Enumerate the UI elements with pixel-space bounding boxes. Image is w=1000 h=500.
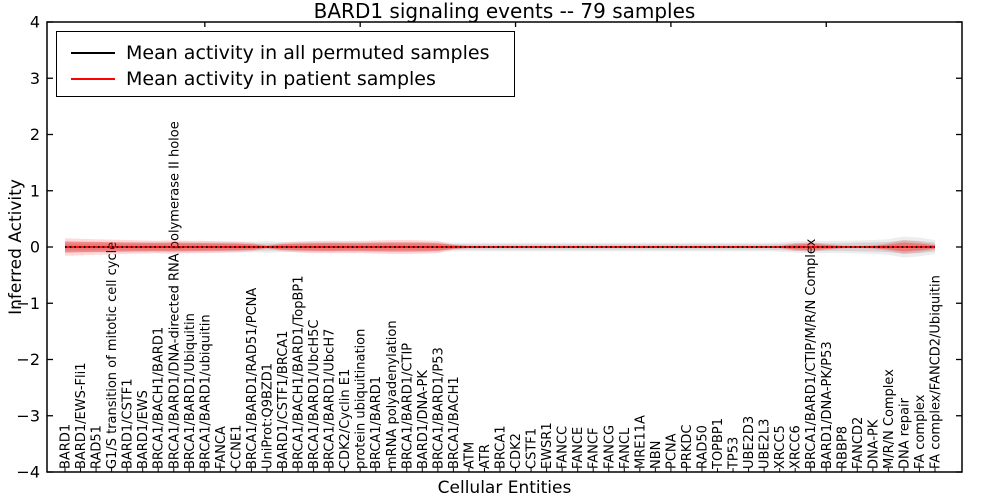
svg-text:FANCC: FANCC [556, 426, 571, 469]
svg-text:MRE11A: MRE11A [633, 415, 648, 469]
svg-text:−4: −4 [16, 463, 40, 482]
svg-text:BRCA1/BARD1/Ubiquitin: BRCA1/BARD1/Ubiquitin [183, 313, 198, 469]
svg-text:2: 2 [30, 125, 40, 144]
svg-text:1: 1 [30, 181, 40, 200]
svg-text:M/R/N Complex: M/R/N Complex [882, 369, 897, 469]
svg-text:BRCA1/BARD1/CTIP/M/R/N Complex: BRCA1/BARD1/CTIP/M/R/N Complex [804, 238, 819, 469]
svg-text:FANCA: FANCA [214, 426, 229, 469]
svg-text:CDK2: CDK2 [509, 433, 524, 469]
svg-text:FA complex: FA complex [913, 394, 928, 469]
svg-text:mRNA polyadenylation: mRNA polyadenylation [385, 320, 400, 469]
svg-text:BARD1/DNA-PK/P53: BARD1/DNA-PK/P53 [820, 341, 835, 469]
svg-text:BRCA1/BARD1/ubiquitin: BRCA1/BARD1/ubiquitin [198, 314, 213, 469]
svg-text:DNA-PK: DNA-PK [866, 419, 881, 469]
svg-text:TP53: TP53 [727, 437, 742, 470]
x-axis-label: Cellular Entities [437, 478, 572, 498]
svg-text:EWSR1: EWSR1 [540, 422, 555, 469]
svg-text:FA complex/FANCD2/Ubiquitin: FA complex/FANCD2/Ubiquitin [929, 275, 944, 469]
svg-text:UniProt:Q9BZD1: UniProt:Q9BZD1 [260, 363, 275, 469]
svg-text:BRCA1/BACH1/BARD1: BRCA1/BACH1/BARD1 [152, 327, 167, 469]
svg-text:BRCA1/BARD1/UbcH5C: BRCA1/BARD1/UbcH5C [307, 320, 322, 469]
y-axis-label: Inferred Activity [6, 179, 26, 315]
svg-text:BARD1/DNA-PK: BARD1/DNA-PK [416, 370, 431, 469]
svg-text:TOPBP1: TOPBP1 [711, 418, 726, 470]
svg-text:CSTF1: CSTF1 [525, 428, 540, 469]
svg-text:DNA repair: DNA repair [897, 397, 912, 469]
svg-text:NBN: NBN [649, 441, 664, 469]
svg-text:UBE2L3: UBE2L3 [758, 419, 773, 469]
svg-text:BRCA1/BARD1/P53: BRCA1/BARD1/P53 [431, 347, 446, 469]
svg-text:PRKDC: PRKDC [680, 425, 695, 469]
svg-text:−2: −2 [16, 350, 40, 369]
svg-text:FANCL: FANCL [618, 427, 633, 469]
svg-text:BARD1/CSTF1/BRCA1: BARD1/CSTF1/BRCA1 [276, 331, 291, 469]
svg-text:FANCF: FANCF [587, 428, 602, 469]
svg-text:−1: −1 [16, 294, 40, 313]
svg-text:protein ubiquitination: protein ubiquitination [354, 329, 369, 469]
svg-text:BRCA1/BACH1: BRCA1/BACH1 [447, 376, 462, 469]
svg-text:ATM: ATM [462, 442, 477, 469]
svg-text:BRCA1/BARD1: BRCA1/BARD1 [369, 376, 384, 469]
svg-text:FANCG: FANCG [602, 425, 617, 469]
chart-title: BARD1 signaling events -- 79 samples [313, 0, 696, 23]
svg-text:3: 3 [30, 69, 40, 88]
svg-text:CCNE1: CCNE1 [229, 425, 244, 469]
svg-text:−3: −3 [16, 406, 40, 425]
svg-text:BRCA1/BARD1/CTIP: BRCA1/BARD1/CTIP [400, 343, 415, 469]
svg-text:4: 4 [30, 13, 40, 32]
svg-text:BRCA1/BARD1/RAD51/PCNA: BRCA1/BARD1/RAD51/PCNA [245, 288, 260, 469]
svg-text:RAD51: RAD51 [90, 425, 105, 469]
svg-text:ATR: ATR [478, 444, 493, 469]
svg-text:BRCA1: BRCA1 [494, 425, 509, 469]
svg-text:PCNA: PCNA [664, 433, 679, 469]
svg-text:XRCC5: XRCC5 [773, 425, 788, 469]
legend-line-patient [71, 78, 115, 80]
svg-text:0: 0 [30, 238, 40, 257]
legend: Mean activity in all permuted samples Me… [56, 31, 515, 97]
svg-text:BRCA1/BARD1/DNA-directed RNA p: BRCA1/BARD1/DNA-directed RNA polymerase … [167, 121, 182, 469]
svg-text:BRCA1/BARD1/UbcH7: BRCA1/BARD1/UbcH7 [323, 329, 338, 469]
svg-text:BARD1/EWS-Fli1: BARD1/EWS-Fli1 [74, 363, 89, 470]
svg-text:CDK2/Cyclin E1: CDK2/Cyclin E1 [338, 369, 353, 469]
legend-line-permuted [71, 52, 115, 54]
svg-text:FANCE: FANCE [571, 427, 586, 469]
svg-text:RAD50: RAD50 [695, 425, 710, 469]
svg-text:XRCC6: XRCC6 [789, 425, 804, 469]
legend-entry-permuted: Mean activity in all permuted samples [71, 42, 489, 64]
svg-text:RBBP8: RBBP8 [835, 426, 850, 469]
legend-entry-patient: Mean activity in patient samples [71, 68, 436, 90]
svg-text:BARD1/EWS: BARD1/EWS [136, 390, 151, 469]
svg-text:FANCD2: FANCD2 [851, 417, 866, 469]
svg-text:UBE2D3: UBE2D3 [742, 416, 757, 469]
legend-label-permuted: Mean activity in all permuted samples [126, 42, 490, 64]
svg-text:BARD1: BARD1 [59, 424, 74, 469]
legend-label-patient: Mean activity in patient samples [126, 68, 436, 90]
svg-text:BARD1/CSTF1: BARD1/CSTF1 [121, 378, 136, 469]
svg-text:BRCA1/BACH1/BARD1/TopBP1: BRCA1/BACH1/BARD1/TopBP1 [292, 276, 307, 469]
svg-text:G1/S transition of mitotic cel: G1/S transition of mitotic cell cycle [105, 242, 120, 469]
